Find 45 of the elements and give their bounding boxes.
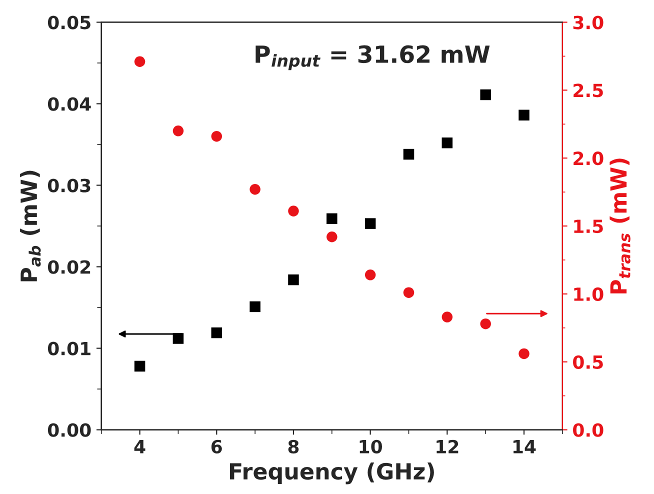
point: [403, 148, 414, 160]
point: [211, 327, 222, 338]
point: [364, 218, 376, 229]
y-tick-label: 0.03: [48, 178, 90, 192]
y-axis-title: P$_{ab}$ (mW): [20, 170, 41, 282]
point: [172, 126, 184, 136]
point: [326, 213, 338, 224]
point: [288, 206, 299, 216]
point: [442, 312, 453, 322]
y-tick-label: 0.00: [48, 423, 91, 437]
point: [134, 56, 146, 68]
point: [326, 231, 338, 242]
point: [480, 89, 491, 100]
y-tick-label: 0.01: [48, 342, 90, 356]
point: [172, 333, 184, 344]
y2-axis-title: P$_{trans}$ (mW): [610, 158, 630, 294]
x-tick-label: 4: [134, 440, 146, 454]
x-tick-label: 12: [436, 440, 458, 454]
point: [134, 360, 146, 372]
y2-tick-label: 2.5: [574, 84, 603, 98]
y2-tick-label: 0.0: [573, 423, 604, 437]
point: [518, 348, 530, 360]
x-tick-label: 6: [211, 440, 222, 454]
point: [288, 274, 299, 286]
y2-tick-label: 3.0: [573, 16, 604, 30]
x-axis-title: Frequency (GHz): [230, 462, 434, 484]
x-tick-label: 10: [360, 440, 382, 454]
point: [250, 301, 260, 312]
point: [518, 110, 530, 121]
point: [442, 137, 453, 148]
annotation: P$_{input}$ = 31.62 mW: [256, 45, 490, 70]
y2-tick-label: 1.0: [574, 287, 604, 302]
x-tick-label: 14: [513, 440, 536, 454]
y-tick-label: 0.02: [48, 260, 90, 274]
y2-tick-label: 2.0: [574, 152, 604, 166]
point: [211, 130, 222, 142]
point: [403, 287, 414, 298]
y-tick-label: 0.04: [48, 97, 91, 111]
point: [250, 184, 260, 195]
y2-tick-label: 0.5: [573, 355, 603, 369]
point: [480, 318, 491, 330]
point: [364, 270, 376, 280]
x-tick-label: 8: [288, 440, 299, 454]
y-tick-label: 0.05: [48, 16, 90, 30]
y2-tick-label: 1.5: [574, 220, 603, 234]
